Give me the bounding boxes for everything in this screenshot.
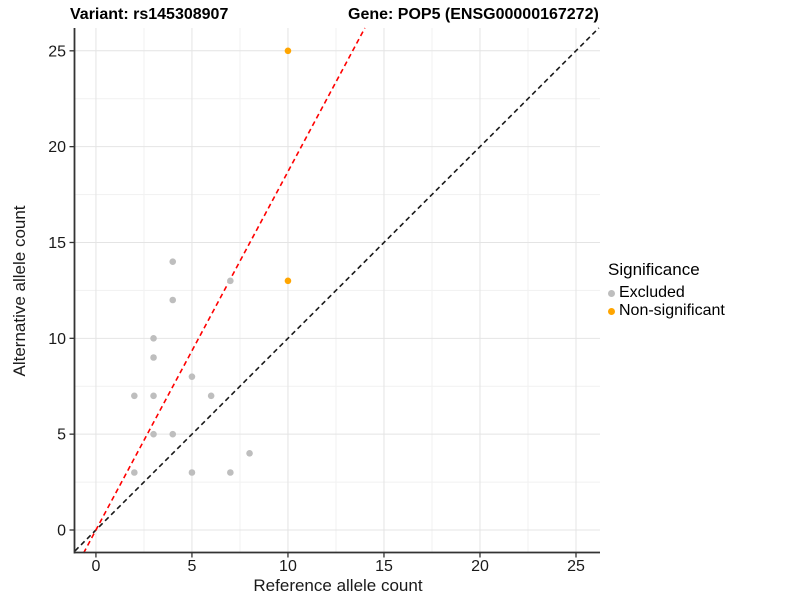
data-point-excluded [150, 335, 157, 342]
x-tick-label: 10 [279, 558, 297, 575]
legend-dot-icon [608, 289, 615, 297]
data-point-excluded [188, 373, 196, 380]
y-tick-label: 5 [57, 427, 66, 444]
data-point-excluded [188, 469, 196, 476]
data-point-excluded [131, 469, 138, 476]
data-point-excluded [246, 450, 253, 457]
legend-item: Non-significant [608, 302, 725, 320]
threshold-line [82, 27, 366, 554]
data-point-excluded [169, 296, 177, 304]
legend-item: Excluded [608, 284, 725, 302]
y-tick-label: 20 [48, 139, 66, 156]
y-axis-label: Alternative allele count [10, 205, 29, 376]
legend-item-label: Non-significant [619, 302, 725, 319]
data-point-excluded [150, 392, 157, 400]
y-tick-label: 25 [48, 43, 66, 60]
data-point-excluded [207, 392, 215, 400]
variant-title: Variant: rs145308907 [70, 6, 228, 23]
x-tick-label: 25 [567, 558, 585, 575]
identity-line [74, 27, 600, 552]
data-point-excluded [150, 430, 157, 438]
x-tick-label: 5 [187, 558, 196, 575]
gene-title: Gene: POP5 (ENSG00000167272) [348, 6, 599, 23]
x-tick-label: 15 [375, 558, 393, 575]
data-point-excluded [131, 392, 138, 400]
legend-items: Excluded Non-significant [608, 284, 725, 320]
legend-item-label: Excluded [619, 284, 685, 301]
data-point-excluded [227, 277, 234, 285]
y-tick-label: 10 [48, 331, 66, 348]
data-point-non-significant [284, 277, 292, 285]
x-tick-label: 0 [91, 558, 100, 575]
plot-panel: 0 5 10 15 20 25 0 5 10 15 20 25 [48, 27, 600, 575]
data-point-excluded [150, 354, 157, 361]
y-tick-label: 0 [57, 522, 66, 539]
legend-dot-icon [608, 307, 615, 315]
data-point-excluded [169, 258, 177, 265]
x-axis-label: Reference allele count [253, 576, 422, 595]
legend-title: Significance [608, 260, 700, 279]
x-tick-label: 20 [471, 558, 489, 575]
y-tick-label: 15 [48, 235, 66, 252]
legend: Significance Excluded Non-significant [608, 260, 725, 320]
data-point-excluded [227, 469, 234, 476]
data-point-excluded [169, 430, 177, 438]
data-point-non-significant [284, 47, 292, 55]
